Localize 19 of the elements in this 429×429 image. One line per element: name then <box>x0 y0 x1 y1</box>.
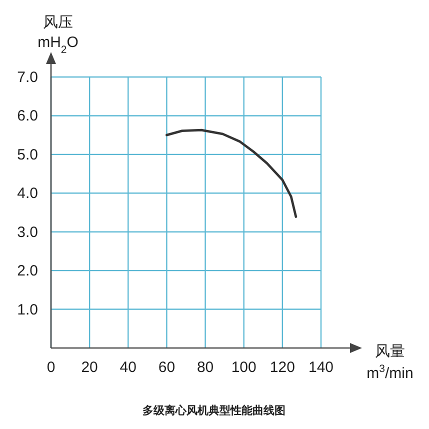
y-tick-label: 2.0 <box>17 262 38 280</box>
y-tick-label: 1.0 <box>17 301 38 318</box>
y-tick-label: 3.0 <box>17 224 38 241</box>
x-tick-label: 40 <box>120 359 136 376</box>
x-tick-label: 60 <box>158 359 176 376</box>
line-series <box>166 128 298 218</box>
y-axis-title: 风压 mH$_{2}$O <box>38 14 78 56</box>
y-tick-label: 7.0 <box>17 69 38 86</box>
x-tick-label: 80 <box>196 359 214 376</box>
y-tick-label: 6.0 <box>17 108 38 125</box>
y-tick-label: 5.0 <box>17 146 38 164</box>
x-tick-label: 120 <box>270 359 295 376</box>
x-tick-label: 140 <box>308 359 334 376</box>
x-tick-label: 0 <box>46 359 56 376</box>
y-tick-label: 4.0 <box>17 185 38 202</box>
text: 多级离心风机典型性能曲线图 <box>142 404 286 417</box>
x-axis-title: 风量 m$^{3}$/min <box>366 343 414 382</box>
x-tick-label: 100 <box>231 359 256 376</box>
x-tick-label: 20 <box>81 359 98 376</box>
